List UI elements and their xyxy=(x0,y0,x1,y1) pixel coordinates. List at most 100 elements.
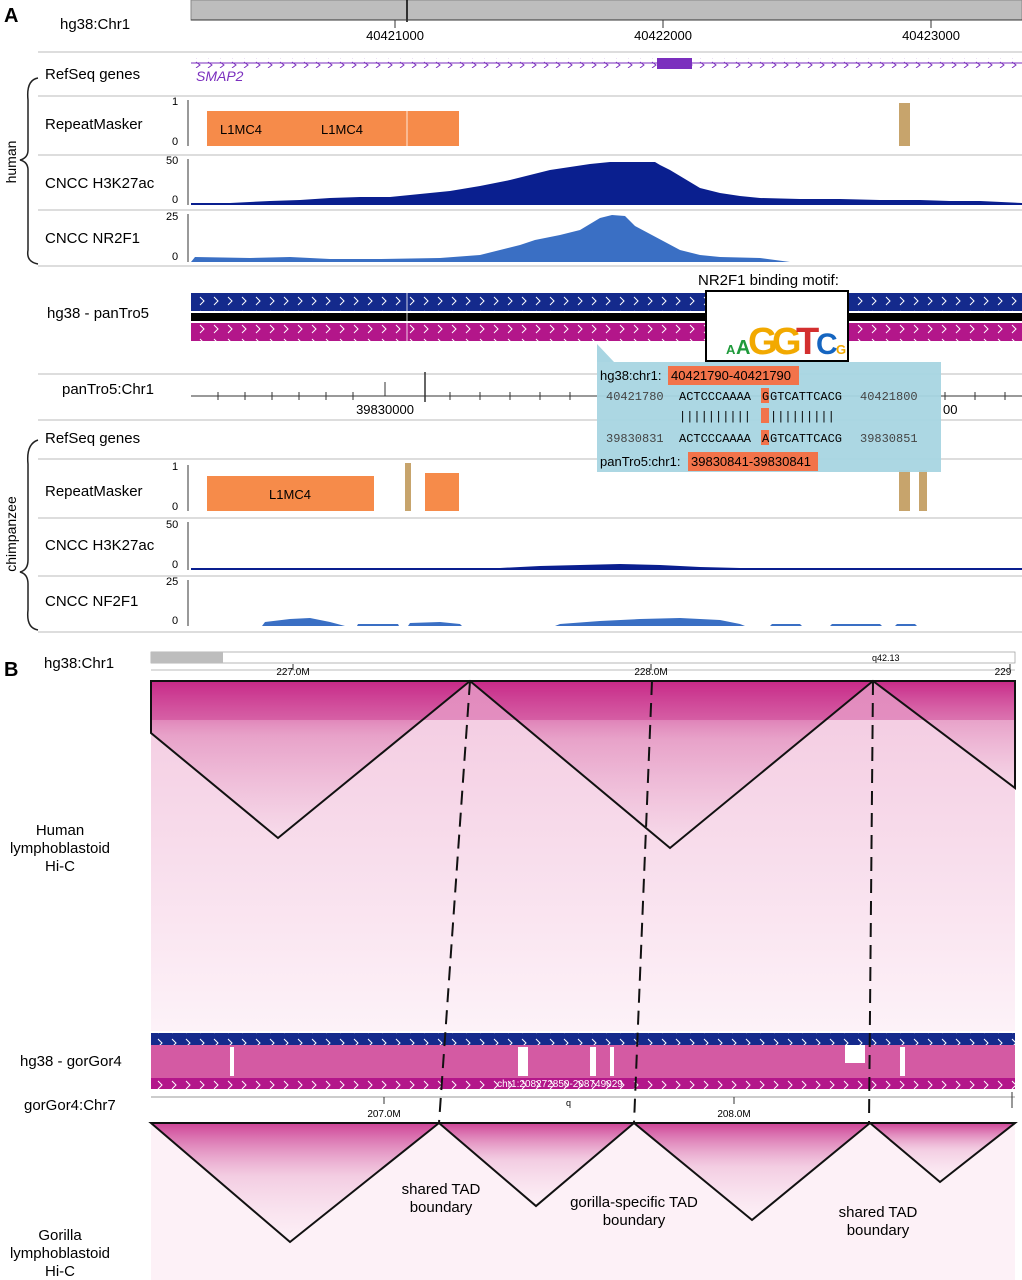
rm-scale-max: 1 xyxy=(172,96,178,108)
repeatmasker-label-chimp: RepeatMasker xyxy=(45,483,143,500)
h3k27ac-scale-min: 0 xyxy=(172,194,178,206)
human-hic-label-1: Human xyxy=(36,822,84,839)
annot-shared-left-2: boundary xyxy=(410,1199,473,1216)
nf2f1-label-chimp: CNCC NF2F1 xyxy=(45,593,138,610)
align-label-gorgor: hg38 - gorGor4 xyxy=(20,1053,122,1070)
repeatmasker-label-human: RepeatMasker xyxy=(45,116,143,133)
gor-align-blue xyxy=(151,1033,1015,1045)
align-track-magenta xyxy=(191,323,1022,341)
hg38-tick-1: 40421000 xyxy=(366,28,424,43)
h3k27ac-chimp-scale-max: 50 xyxy=(166,519,178,531)
gor-tick-2: 208.0M xyxy=(717,1109,750,1120)
alignment-popup: hg38:chr1: 40421790-40421790 40421780 AC… xyxy=(597,344,941,472)
popup-top-start: 40421780 xyxy=(606,390,664,404)
popup-mismatch-box xyxy=(761,408,769,423)
align-label-pantro: hg38 - panTro5 xyxy=(47,305,149,322)
popup-top-end: 40421800 xyxy=(860,390,918,404)
popup-pan-highlight xyxy=(688,452,818,471)
repeat-chimp-orange-2 xyxy=(425,473,459,511)
repeat-chimp-small-1 xyxy=(405,463,411,511)
nf2f1-chimp-scale-max: 25 xyxy=(166,576,178,588)
gorilla-hic-map xyxy=(148,1121,1018,1280)
svg-text:C: C xyxy=(816,328,838,361)
motif-title: NR2F1 binding motif: xyxy=(698,272,839,289)
gor-ruler-label: gorGor4:Chr7 xyxy=(24,1097,116,1114)
rm-chimp-scale-min: 0 xyxy=(172,501,178,513)
h3k27ac-label-chimp: CNCC H3K27ac xyxy=(45,537,155,554)
popup-top-seq-a: ACTCCCAAAA xyxy=(679,390,752,404)
nf2f1-signal-chimp xyxy=(262,618,917,626)
popup-hg38-highlight xyxy=(668,366,799,385)
svg-text:G: G xyxy=(748,321,778,363)
nr2f1-scale-max: 25 xyxy=(166,211,178,223)
gor-tick-1: 207.0M xyxy=(367,1109,400,1120)
b-tick-2: 228.0M xyxy=(634,667,667,678)
hg38-ruler-bar xyxy=(190,0,1022,21)
hg38-tick-3: 40423000 xyxy=(902,28,960,43)
h3k27ac-scale-max: 50 xyxy=(166,155,178,167)
human-hic-map xyxy=(150,679,1016,1031)
svg-text:G: G xyxy=(772,321,802,363)
chimp-brace xyxy=(19,439,39,631)
popup-bottom-seq-b: GTCATTCACG xyxy=(770,432,842,446)
annot-gorilla-2: boundary xyxy=(603,1212,666,1229)
svg-text:A: A xyxy=(736,337,750,359)
h3k27ac-chimp-scale-min: 0 xyxy=(172,559,178,571)
popup-top-snp: G xyxy=(762,390,769,404)
gorilla-hic-label-3: Hi-C xyxy=(45,1263,75,1280)
svg-text:T: T xyxy=(796,321,819,363)
human-brace xyxy=(19,77,39,265)
annot-shared-right-2: boundary xyxy=(847,1222,910,1239)
gor-band: q xyxy=(566,1098,571,1108)
b-ruler-ticks xyxy=(151,664,1015,671)
popup-bottom-start: 39830831 xyxy=(606,432,664,446)
repeat-l1mc4-b xyxy=(277,111,459,146)
repeat-label-1: L1MC4 xyxy=(220,122,262,137)
pantro-tick-2-partial: 00 xyxy=(943,402,957,417)
nr2f1-label-human: CNCC NR2F1 xyxy=(45,230,140,247)
motif-logo: A A G G T C G xyxy=(705,290,849,363)
panel-b-letter: B xyxy=(4,659,18,681)
h3k27ac-signal-human xyxy=(191,162,1022,205)
popup-pan-coord: 39830841-39830841 xyxy=(691,454,811,469)
popup-bottom-end: 39830851 xyxy=(860,432,918,446)
annot-gorilla-1: gorilla-specific TAD xyxy=(570,1194,698,1211)
annot-shared-left-1: shared TAD xyxy=(402,1181,481,1198)
hg38-b-ruler-label: hg38:Chr1 xyxy=(44,655,114,672)
gor-ruler-ticks xyxy=(151,1092,1015,1108)
repeat-chimp-small-2 xyxy=(899,470,910,511)
align-track-blue xyxy=(191,293,1022,311)
svg-text:A: A xyxy=(726,342,736,357)
popup-match-bars-right: ||||||||| xyxy=(770,410,835,424)
hg38-ruler-ticks xyxy=(191,19,1022,28)
refseq-label-chimp: RefSeq genes xyxy=(45,430,140,447)
band-label-b: q42.13 xyxy=(872,653,900,663)
human-group-label: human xyxy=(3,141,19,184)
gorilla-hic-label-1: Gorilla xyxy=(38,1227,82,1244)
b-tick-3: 229 xyxy=(995,667,1012,678)
h3k27ac-signal-chimp xyxy=(191,564,1022,570)
nr2f1-scale-min: 0 xyxy=(172,251,178,263)
b-tick-1: 227.0M xyxy=(276,667,309,678)
popup-bottom-seq-a: ACTCCCAAAA xyxy=(679,432,752,446)
gorilla-hic-label-2: lymphoblastoid xyxy=(10,1245,110,1262)
chimp-group-label: chimpanzee xyxy=(3,496,19,572)
chrom-view-window xyxy=(151,652,223,663)
nf2f1-chimp-scale-min: 0 xyxy=(172,615,178,627)
refseq-label-human: RefSeq genes xyxy=(45,66,140,83)
repeat-small-human xyxy=(899,103,910,146)
human-hic-label-3: Hi-C xyxy=(45,858,75,875)
smap2-gene-track xyxy=(191,58,1022,68)
svg-text:G: G xyxy=(836,342,846,357)
hg38-tick-2: 40422000 xyxy=(634,28,692,43)
popup-bottom-snp-box xyxy=(761,430,769,445)
repeat-l1mc4-a xyxy=(207,111,277,146)
nr2f1-signal-human xyxy=(191,215,790,262)
popup-match-bars: |||||||||| xyxy=(679,410,751,424)
human-hic-label-2: lymphoblastoid xyxy=(10,840,110,857)
panel-a-letter: A xyxy=(4,5,18,27)
popup-hg38-label: hg38:chr1: xyxy=(600,368,661,383)
tad-boundary-connectors xyxy=(438,680,874,1124)
popup-top-snp-box xyxy=(761,388,769,403)
